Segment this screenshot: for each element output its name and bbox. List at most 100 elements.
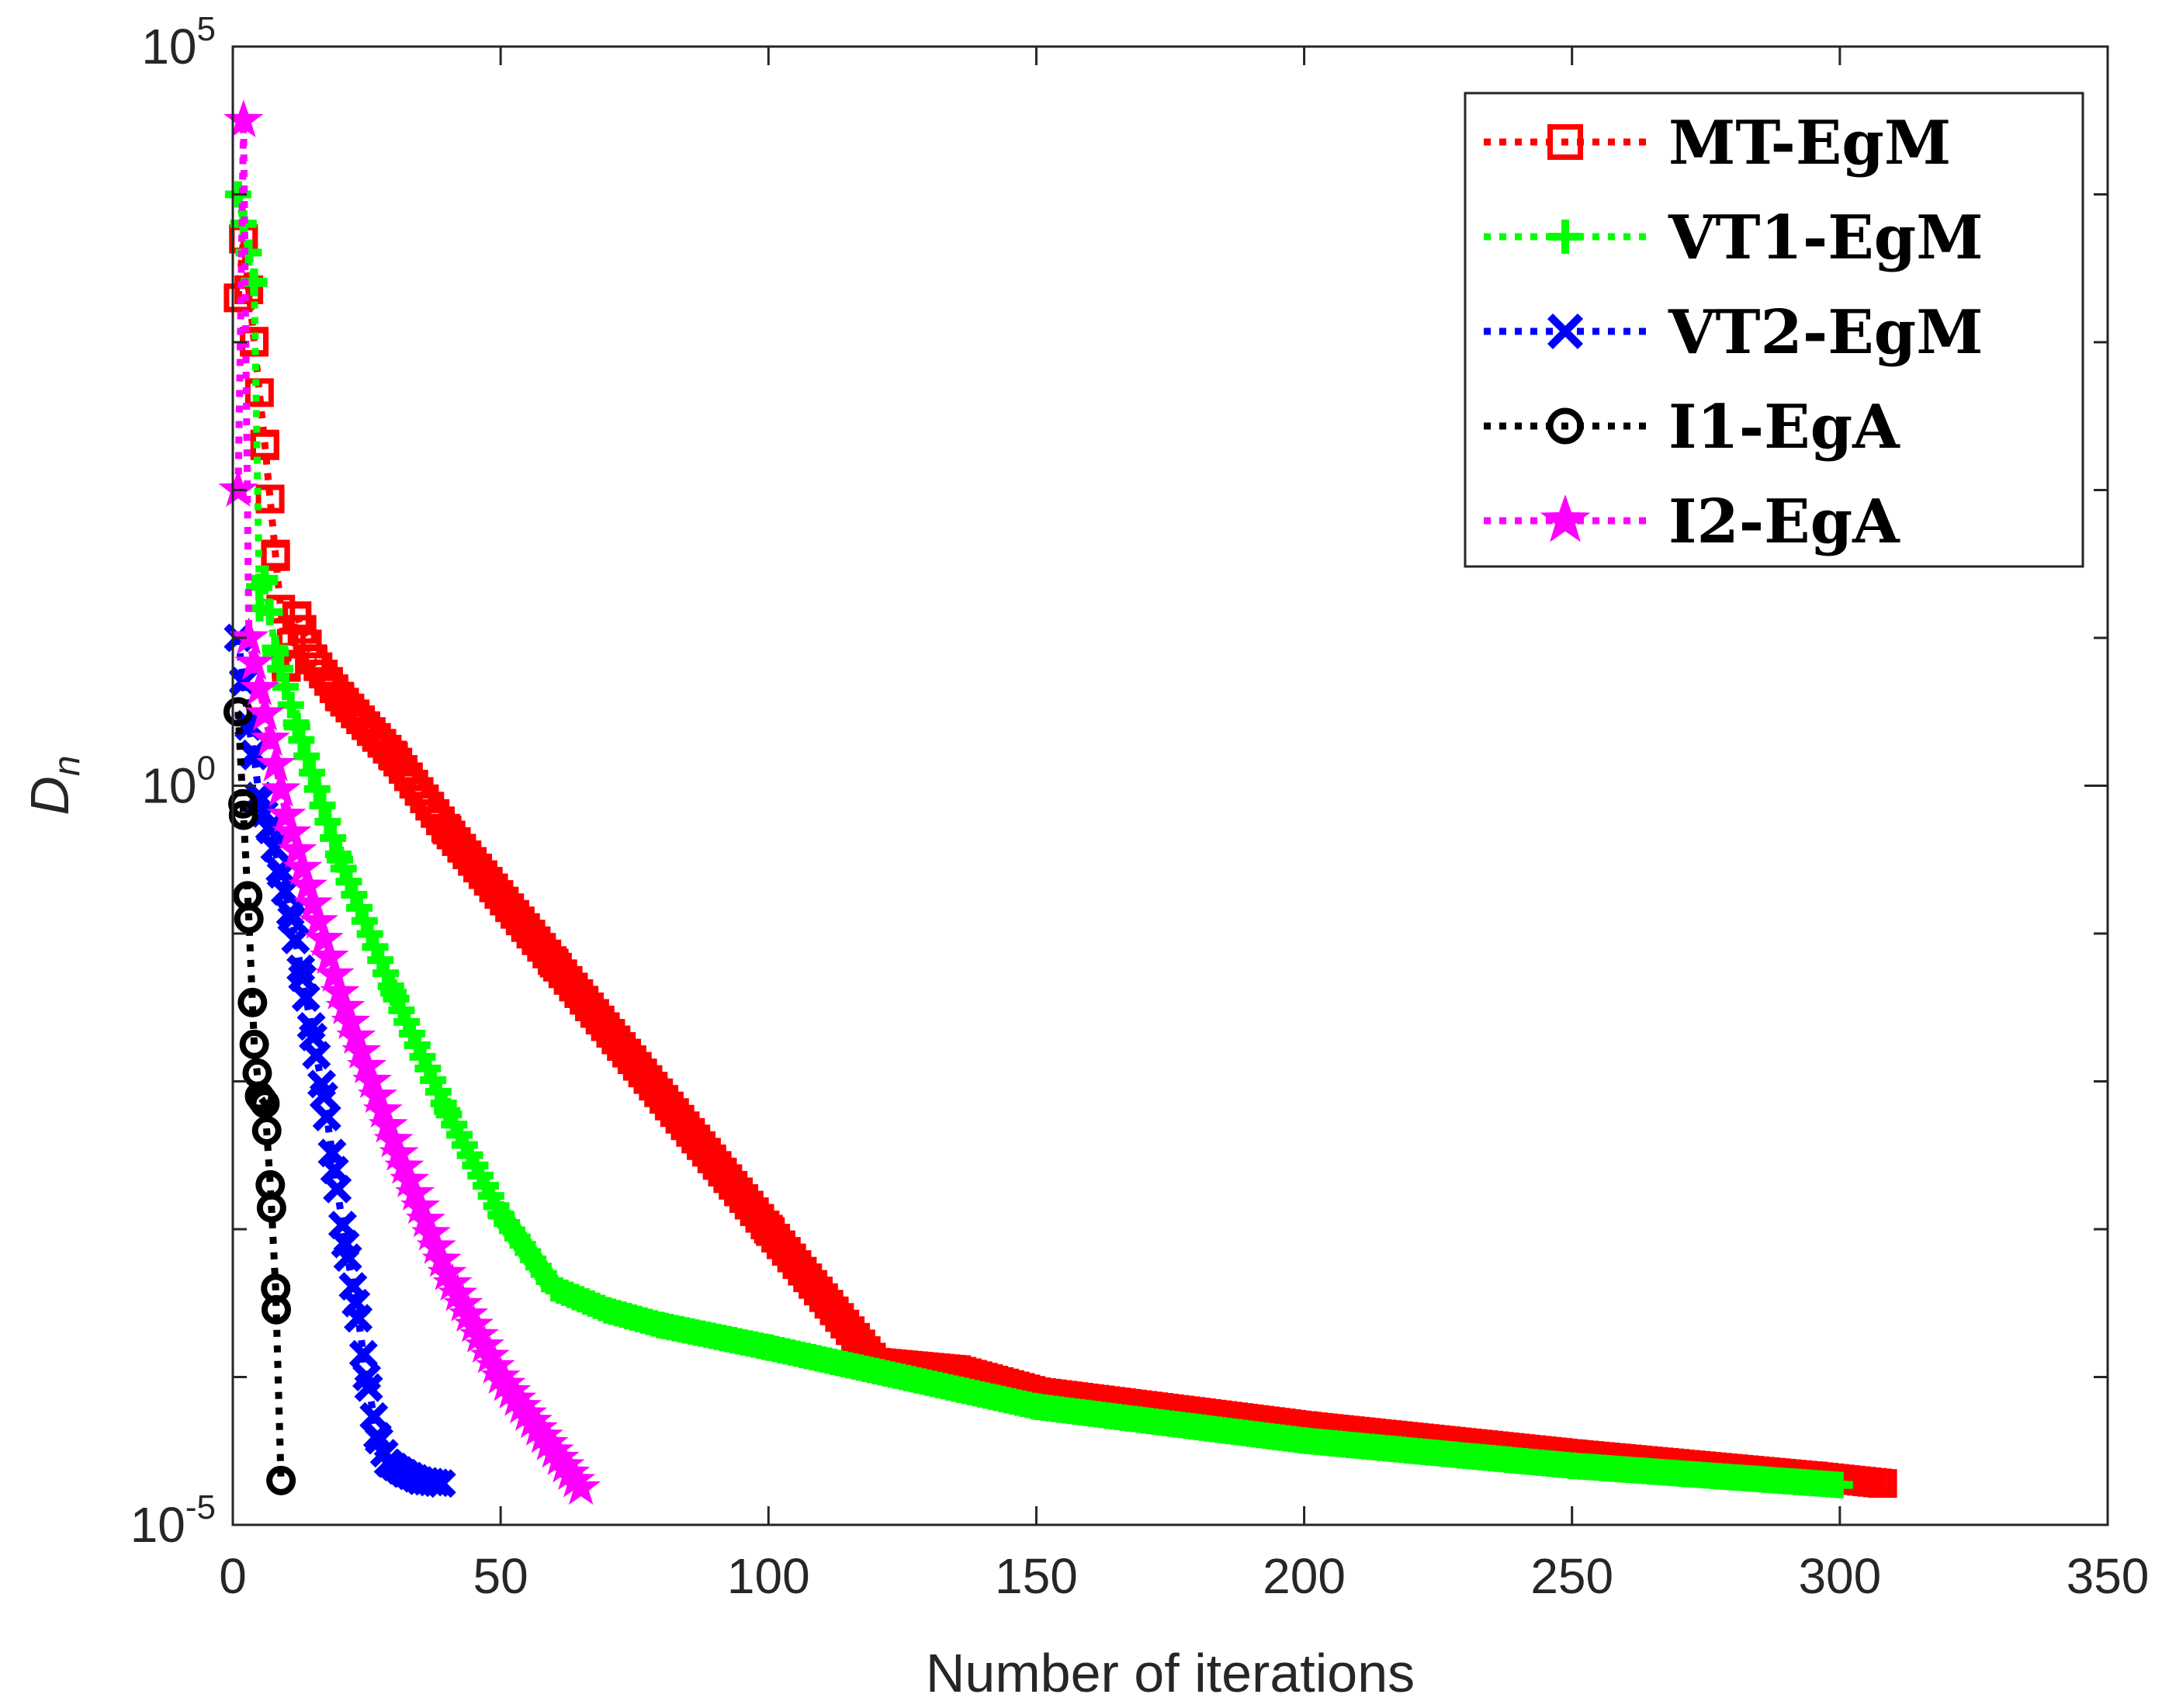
data-point: [336, 1016, 376, 1055]
data-point: [293, 883, 333, 921]
y-tick-label: 10-5: [130, 1488, 216, 1553]
data-point: [281, 925, 310, 954]
data-point: [261, 1294, 291, 1325]
legend-item-mt-egm: MT-EgM: [1484, 108, 1951, 178]
data-point: [223, 99, 264, 137]
data-point: [288, 963, 317, 993]
data-point: [266, 794, 307, 833]
legend-label: VT2-EgM: [1668, 297, 1984, 368]
data-point: [291, 983, 320, 1013]
y-tick-base: 10: [141, 758, 196, 814]
x-tick-label: 100: [727, 1548, 810, 1604]
data-point: [354, 1373, 383, 1402]
legend-item-vt2-egm: VT2-EgM: [1484, 297, 1984, 368]
data-point: [251, 1116, 282, 1145]
data-point: [261, 542, 290, 571]
data-point: [270, 877, 300, 906]
data-point: [341, 1031, 382, 1069]
data-point: [314, 808, 341, 835]
data-point: [333, 1243, 362, 1273]
data-point: [357, 1075, 397, 1114]
data-point: [362, 1090, 403, 1128]
legend-item-i2-ega: I2-EgA: [1484, 487, 1900, 557]
data-point: [303, 775, 331, 802]
data-point: [228, 788, 258, 819]
y-tick-label: 105: [141, 10, 216, 74]
data-point: [368, 1104, 408, 1143]
data-point: [299, 900, 338, 939]
y-tick-base: 10: [130, 1497, 185, 1553]
x-tick-label: 350: [2067, 1548, 2150, 1604]
legend-label: VT1-EgM: [1668, 203, 1984, 273]
data-point: [239, 667, 280, 705]
data-point: [267, 655, 294, 682]
data-point: [1868, 1469, 1897, 1498]
data-point: [256, 1193, 286, 1223]
data-point: [309, 792, 336, 819]
series-line: [234, 712, 285, 1481]
data-point: [288, 865, 328, 903]
data-point: [314, 954, 355, 993]
data-point: [282, 847, 323, 885]
data-point: [347, 1045, 387, 1084]
data-point: [266, 1465, 296, 1495]
data-point: [303, 918, 344, 957]
y-axis-label-base: D: [19, 776, 80, 816]
data-point: [218, 469, 258, 508]
data-point: [293, 743, 320, 770]
y-tick-exponent: 5: [197, 10, 216, 48]
y-axis-label: Dn: [19, 755, 88, 815]
data-point: [244, 693, 285, 731]
data-point: [302, 1041, 331, 1070]
legend-marker: [1547, 124, 1583, 160]
data-point: [1826, 1471, 1853, 1498]
data-point: [277, 691, 304, 719]
data-point: [352, 1060, 393, 1099]
x-tick-label: 300: [1798, 1548, 1881, 1604]
x-tick-label: 200: [1263, 1548, 1346, 1604]
data-point: [359, 1401, 389, 1431]
data-point: [239, 1029, 269, 1059]
x-tick-label: 150: [995, 1548, 1078, 1604]
data-point: [323, 1174, 352, 1204]
data-point: [298, 759, 325, 786]
legend-label: MT-EgM: [1668, 108, 1951, 178]
data-point: [255, 743, 296, 781]
legend-label: I1-EgA: [1668, 392, 1900, 463]
legend-marker: [1547, 219, 1583, 255]
x-tick-label: 250: [1530, 1548, 1613, 1604]
legend: MT-EgM VT1-EgM VT2-EgM I1-EgA I2-EgA: [1464, 92, 2084, 568]
data-point: [288, 726, 315, 754]
series-i1-ega: [223, 697, 296, 1495]
data-point: [251, 565, 279, 592]
y-tick-exponent: -5: [185, 1488, 216, 1526]
data-point: [250, 1089, 280, 1119]
data-point: [331, 1001, 371, 1039]
data-point: [320, 824, 347, 851]
data-point: [283, 713, 310, 740]
series-i2-ega: [218, 99, 601, 1505]
data-point: [256, 598, 283, 625]
data-point: [309, 1082, 338, 1111]
data-point: [320, 972, 360, 1010]
y-axis-label-sub: n: [47, 755, 88, 776]
data-point: [277, 904, 307, 934]
data-point: [312, 1102, 341, 1131]
data-point: [427, 1469, 456, 1498]
legend-marker: [1547, 407, 1584, 445]
series-vt1-egm: [224, 181, 1853, 1498]
legend-marker: [1540, 494, 1591, 542]
data-point: [250, 431, 279, 460]
x-tick-label: 0: [219, 1548, 247, 1604]
data-point: [237, 987, 268, 1017]
y-tick-exponent: 0: [197, 750, 216, 788]
data-point: [272, 674, 300, 701]
data-point: [348, 1339, 378, 1369]
series-layer: [218, 99, 1897, 1505]
data-point: [272, 812, 312, 851]
legend-item-i1-ega: I1-EgA: [1484, 392, 1900, 463]
data-point: [234, 642, 275, 681]
legend-label: I2-EgA: [1668, 487, 1900, 557]
